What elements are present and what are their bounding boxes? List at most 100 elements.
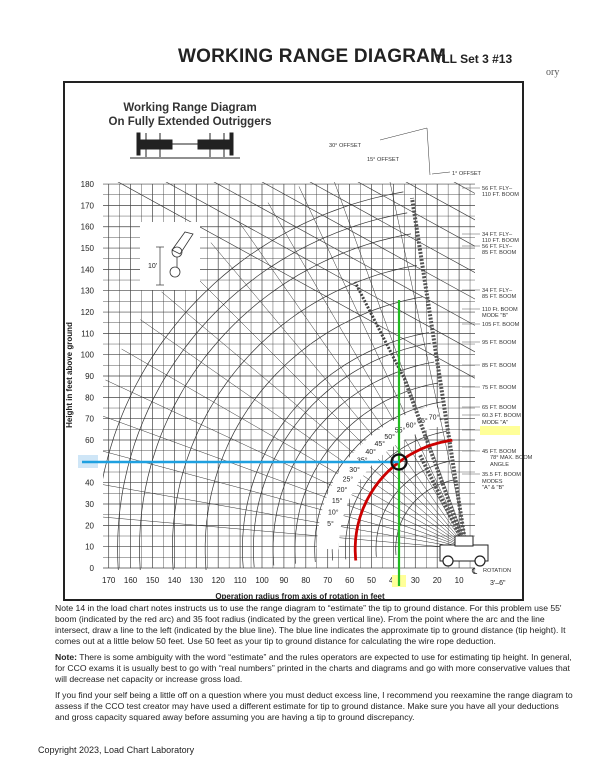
- boom-angle-line: [184, 265, 469, 550]
- y-tick-label: 30: [85, 500, 94, 509]
- 55ft-boom-red-arc: [353, 438, 453, 561]
- angle-label: 55°: [395, 427, 406, 435]
- boom-length-arc: [139, 233, 412, 570]
- y-tick-label: 160: [81, 223, 95, 232]
- x-tick-label: 110: [234, 576, 247, 585]
- crane-carrier-icon: [439, 535, 489, 567]
- boom-label: 78° MAX. BOOM: [490, 455, 533, 461]
- boom-label: MODE "A": [482, 420, 508, 426]
- y-axis-title: Height in feet above ground: [65, 322, 74, 428]
- boom-angle-line: [121, 348, 469, 550]
- boom-label: 35.5 FT. BOOM: [482, 472, 521, 478]
- diagram-heading-line1: Working Range Diagram: [123, 102, 256, 114]
- boom-length-arc: [395, 479, 456, 556]
- y-tick-label: 80: [85, 393, 94, 402]
- boom-angle-line: [105, 379, 469, 550]
- boom-label: MODES: [482, 479, 503, 485]
- y-tick-label: 140: [81, 265, 95, 274]
- x-tick-label: 170: [102, 576, 116, 585]
- boom-angle-line: [389, 182, 469, 550]
- hook-block-inset: 10': [140, 222, 200, 290]
- note-paragraph-1: Note 14 in the load chart notes instruct…: [55, 603, 566, 646]
- y-tick-label: 120: [81, 308, 95, 317]
- boom-angle-line: [238, 221, 469, 550]
- angle-label: 25°: [343, 476, 354, 484]
- boom-label: 34 FT. FLY–: [482, 288, 513, 294]
- y-tick-label: 130: [81, 287, 95, 296]
- explanation-notes: Note 14 in the load chart notes instruct…: [55, 603, 575, 728]
- angle-label: 70°: [429, 414, 440, 422]
- 55-boom-highlight: [480, 426, 520, 435]
- boom-label: 95 FT. BOOM: [482, 340, 517, 346]
- note-paragraph-3: If you find your self being a little off…: [55, 690, 573, 722]
- boom-label: 65 FT. BOOM: [482, 405, 517, 411]
- boom-label: 60.3 FT. BOOM: [482, 413, 521, 419]
- y-tick-label: 100: [81, 351, 95, 360]
- boom-length-arc: [253, 342, 431, 568]
- y-tick-label: 40: [85, 479, 94, 488]
- rotation-label: ROTATION: [483, 568, 511, 574]
- x-tick-label: 120: [212, 576, 226, 585]
- note-paragraph-2: Note: There is some ambiguity with the w…: [55, 652, 575, 685]
- x-tick-label: 60: [345, 576, 354, 585]
- y-tick-label: 20: [85, 521, 94, 530]
- note-text: There is some ambiguity with the word “e…: [55, 652, 572, 684]
- boom-angle-line: [161, 291, 469, 550]
- boom-length-arc: [314, 401, 442, 563]
- boom-length-arc: [272, 361, 435, 566]
- x-tick-label: 50: [367, 576, 376, 585]
- y-tick-label: 90: [85, 372, 94, 381]
- boom-length-arc: [204, 296, 423, 570]
- angle-label: 45°: [374, 440, 385, 448]
- x-tick-label: 130: [190, 576, 204, 585]
- boom-length-arc: [294, 382, 439, 564]
- stray-text: ory: [546, 67, 560, 78]
- jib-offset-line: [309, 182, 475, 273]
- jib-offset-line: [405, 182, 475, 221]
- boom-label: 85 FT. BOOM: [482, 250, 517, 256]
- y-tick-label: 180: [81, 180, 95, 189]
- angle-label: 40°: [365, 448, 376, 456]
- inset-dimension: 10': [148, 263, 157, 270]
- angle-label: 30°: [349, 466, 360, 474]
- offset-labels: 30° OFFSET 15° OFFSET 1° OFFSET: [329, 127, 482, 177]
- offset-30-label: 30° OFFSET: [329, 143, 362, 149]
- x-tick-label: 150: [146, 576, 160, 585]
- boom-label: ANGLE: [490, 462, 509, 468]
- boom-label: 110 FT. BOOM: [482, 238, 519, 244]
- centerline-symbol: ℄: [471, 567, 478, 576]
- angle-label: 10°: [328, 508, 339, 516]
- y-tick-label: 150: [81, 244, 95, 253]
- boom-label: 110 FT. BOOM: [482, 192, 519, 198]
- jib-offset-line: [165, 182, 475, 353]
- boom-angle-line: [210, 242, 469, 550]
- boom-label: 110 Ft. BOOM: [482, 307, 518, 313]
- boom-label: 85 FT. BOOM: [482, 294, 517, 300]
- intersection-circle: [390, 453, 408, 471]
- boom-length-arc: [375, 460, 453, 557]
- boom-label: 34 FT. FLY–: [482, 232, 513, 238]
- boom-lattice-drawings: [353, 197, 468, 549]
- boom-angle-line: [267, 202, 469, 550]
- x-tick-label: 100: [255, 576, 269, 585]
- y-tick-label: 0: [90, 564, 95, 573]
- boom-label: 56 FT. FLY–: [482, 186, 513, 192]
- outrigger-icon: [130, 132, 240, 159]
- boom-label: 75 FT. BOOM: [482, 385, 517, 391]
- boom-length-arc: [242, 332, 429, 569]
- x-tick-label: 90: [279, 576, 288, 585]
- offset-15-label: 15° OFFSET: [367, 157, 400, 163]
- boom-angle-line: [103, 415, 469, 550]
- boom-label: 85 FT. BOOM: [482, 363, 517, 369]
- boom-angle-line: [140, 319, 469, 550]
- x-tick-label: 70: [323, 576, 332, 585]
- boom-angle-line: [103, 484, 469, 550]
- page-title: WORKING RANGE DIAGRAM: [178, 46, 447, 67]
- angle-label: 65°: [417, 417, 428, 425]
- y-tick-label: 110: [81, 329, 94, 338]
- y-tick-label: 170: [81, 201, 95, 210]
- angle-label: 60°: [406, 421, 417, 429]
- boom-length-arc: [172, 265, 417, 570]
- boom-length-arc: [345, 431, 447, 560]
